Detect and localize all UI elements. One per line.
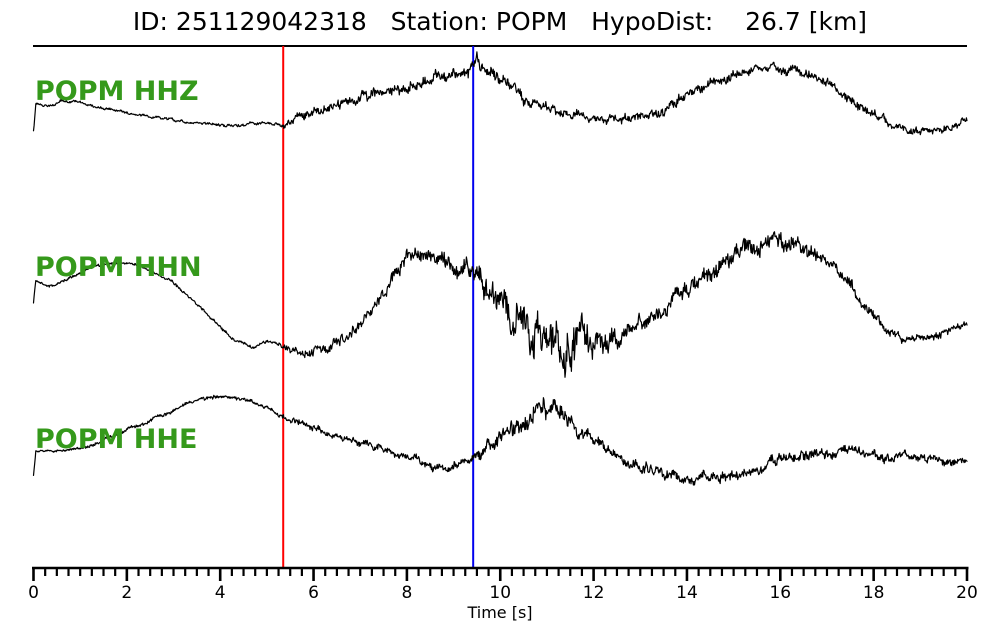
- trace-hhz: [32, 51, 968, 136]
- x-tick-label: 6: [308, 583, 319, 603]
- x-tick-label: 18: [863, 583, 885, 603]
- trace-hhn: [32, 231, 968, 378]
- x-tick-label: 10: [489, 583, 511, 603]
- trace-label-hhn: POPM HHN: [35, 252, 202, 283]
- x-tick-label: 0: [28, 583, 39, 603]
- x-tick-label: 8: [401, 583, 412, 603]
- x-tick-label: 4: [215, 583, 226, 603]
- x-tick-label: 12: [583, 583, 605, 603]
- waveform-traces: [32, 51, 968, 486]
- x-tick-label: 16: [769, 583, 791, 603]
- trace-labels: POPM HHZ POPM HHN POPM HHE: [35, 76, 202, 455]
- figure-title: ID: 251129042318 Station: POPM HypoDist:…: [132, 7, 868, 36]
- x-tick-label: 20: [956, 583, 978, 603]
- trace-hhe: [32, 394, 968, 486]
- x-axis-title: Time [s]: [466, 603, 532, 622]
- x-axis: 0 2 4 6 8 10 12 14 16 18 20: [28, 566, 978, 603]
- trace-label-hhe: POPM HHE: [35, 424, 197, 455]
- pick-lines: [282, 46, 475, 568]
- x-tick-label: 2: [121, 583, 132, 603]
- trace-label-hhz: POPM HHZ: [35, 76, 199, 107]
- x-tick-label: 14: [676, 583, 698, 603]
